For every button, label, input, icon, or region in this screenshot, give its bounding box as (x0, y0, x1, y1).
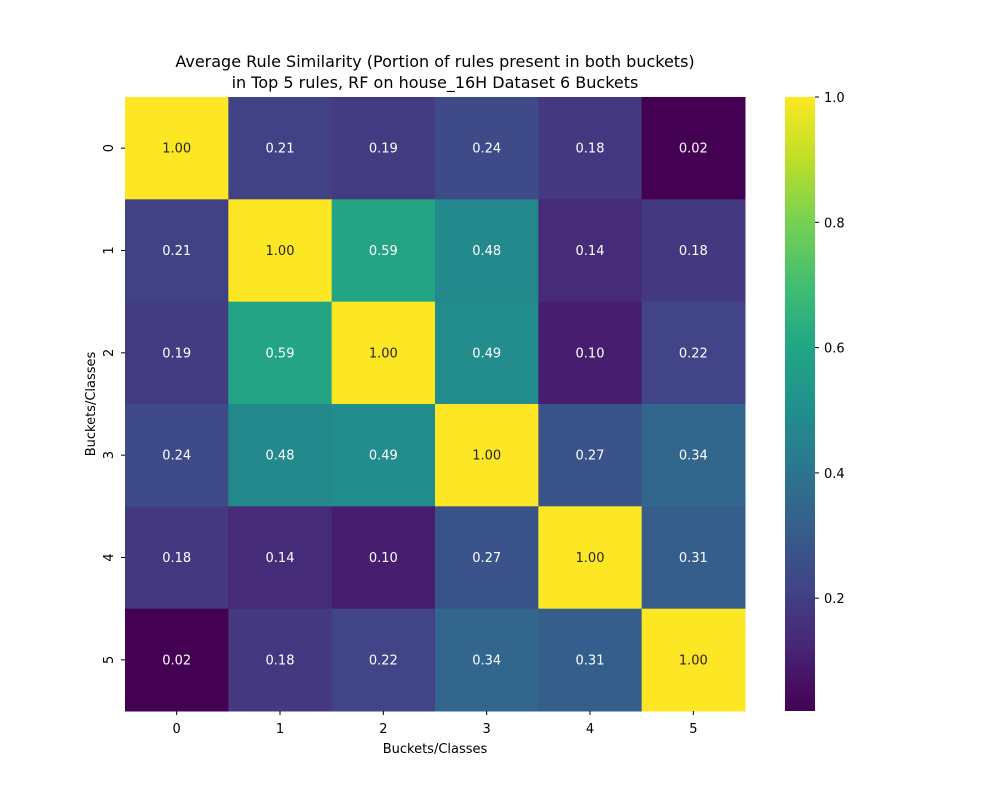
y-tick-label: 2 (102, 349, 117, 357)
heatmap-cell (641, 199, 746, 303)
colorbar-tick-label: 0.6 (824, 342, 845, 357)
heatmap-cell (228, 97, 333, 200)
cell-value-label: 1.00 (472, 449, 501, 464)
y-axis-label: Buckets/Classes (84, 351, 99, 456)
x-tick-label: 0 (173, 722, 181, 737)
heatmap-cell (538, 199, 643, 303)
cell-value-label: 0.49 (369, 449, 398, 464)
heatmap-cell (641, 608, 746, 712)
cell-value-label: 0.02 (679, 142, 708, 157)
x-tick-label: 5 (689, 722, 697, 737)
cell-value-label: 0.49 (472, 346, 501, 361)
heatmap-cell (331, 404, 436, 507)
chart-title-line2: in Top 5 rules, RF on house_16H Dataset … (232, 73, 639, 93)
heatmap-cells: 1.00 0.21 0.19 0.24 0.18 0.02 0.21 1.00 0.59 0.48… (125, 97, 746, 712)
cell-value-label: 0.31 (679, 551, 708, 566)
cell-value-label: 0.24 (472, 142, 501, 157)
y-tick-label: 3 (102, 451, 117, 459)
cell-value-label: 0.27 (576, 449, 605, 464)
colorbar-tick-label: 1.0 (824, 91, 845, 106)
heatmap-cell (538, 506, 643, 610)
colorbar-tick-label: 0.4 (824, 467, 845, 482)
cell-value-label: 0.18 (266, 653, 295, 668)
cell-value-label: 0.59 (266, 346, 295, 361)
heatmap-cell (435, 301, 539, 405)
heatmap-cell (641, 404, 746, 507)
heatmap-cell (435, 199, 539, 303)
cell-value-label: 0.22 (679, 346, 708, 361)
heatmap-cell (331, 608, 436, 712)
cell-value-label: 0.48 (472, 244, 501, 259)
heatmap-cell (435, 97, 539, 200)
cell-value-label: 1.00 (369, 346, 398, 361)
colorbar-tick-label: 0.2 (824, 592, 845, 607)
cell-value-label: 0.14 (266, 551, 295, 566)
cell-value-label: 0.59 (369, 244, 398, 259)
y-tick-label: 5 (102, 656, 117, 664)
heatmap-cell (435, 404, 539, 507)
x-tick-label: 4 (586, 722, 594, 737)
cell-value-label: 0.18 (162, 551, 191, 566)
heatmap-cell (228, 301, 333, 405)
y-tick-label: 0 (102, 144, 117, 152)
cell-value-label: 0.10 (369, 551, 398, 566)
heatmap-cell (641, 301, 746, 405)
heatmap-cell (125, 301, 229, 405)
heatmap-cell (435, 506, 539, 610)
cell-value-label: 1.00 (576, 551, 605, 566)
x-tick-label: 3 (483, 722, 491, 737)
cell-value-label: 0.31 (576, 653, 605, 668)
heatmap-cell (125, 404, 229, 507)
heatmap-cell (331, 97, 436, 200)
cell-value-label: 0.22 (369, 653, 398, 668)
cell-value-label: 0.21 (266, 142, 295, 157)
heatmap-cell (331, 199, 436, 303)
cell-value-label: 0.24 (162, 449, 191, 464)
heatmap-cell (228, 199, 333, 303)
heatmap-cell (125, 506, 229, 610)
heatmap-cell (331, 301, 436, 405)
heatmap-cell (228, 608, 333, 712)
colorbar-ticks: 0.2 0.4 0.6 0.8 1.0 (815, 91, 845, 607)
cell-value-label: 1.00 (266, 244, 295, 259)
chart-title-line1: Average Rule Similarity (Portion of rule… (175, 52, 694, 71)
heatmap-cell (435, 608, 539, 712)
colorbar-tick-label: 0.8 (824, 216, 845, 231)
cell-value-label: 0.34 (472, 653, 501, 668)
cell-value-label: 0.02 (162, 653, 191, 668)
cell-value-label: 1.00 (162, 142, 191, 157)
y-tick-label: 1 (102, 246, 117, 254)
heatmap-cell (538, 97, 643, 200)
x-tick-label: 2 (379, 722, 387, 737)
heatmap-cell (228, 404, 333, 507)
cell-value-label: 0.21 (162, 244, 191, 259)
y-tick-label: 4 (102, 553, 117, 561)
cell-value-label: 1.00 (679, 653, 708, 668)
heatmap-cell (641, 97, 746, 200)
cell-value-label: 0.19 (369, 142, 398, 157)
cell-value-label: 0.34 (679, 449, 708, 464)
cell-value-label: 0.19 (162, 346, 191, 361)
cell-value-label: 0.18 (576, 142, 605, 157)
x-axis-label: Buckets/Classes (383, 742, 488, 757)
heatmap-cell (125, 608, 229, 712)
heatmap-cell (125, 199, 229, 303)
heatmap-cell (538, 301, 643, 405)
heatmap-cell (228, 506, 333, 610)
x-axis-ticks: 0 1 2 3 4 5 (173, 711, 697, 737)
cell-value-label: 0.14 (576, 244, 605, 259)
heatmap-cell (538, 608, 643, 712)
cell-value-label: 0.27 (472, 551, 501, 566)
heatmap-cell (331, 506, 436, 610)
x-tick-label: 1 (276, 722, 284, 737)
heatmap-cell (125, 97, 229, 200)
colorbar (785, 97, 815, 711)
y-axis-ticks: 0 1 2 3 4 5 (102, 144, 125, 664)
heatmap-cell (538, 404, 643, 507)
cell-value-label: 0.18 (679, 244, 708, 259)
cell-value-label: 0.10 (576, 346, 605, 361)
cell-value-label: 0.48 (266, 449, 295, 464)
heatmap-cell (641, 506, 746, 610)
